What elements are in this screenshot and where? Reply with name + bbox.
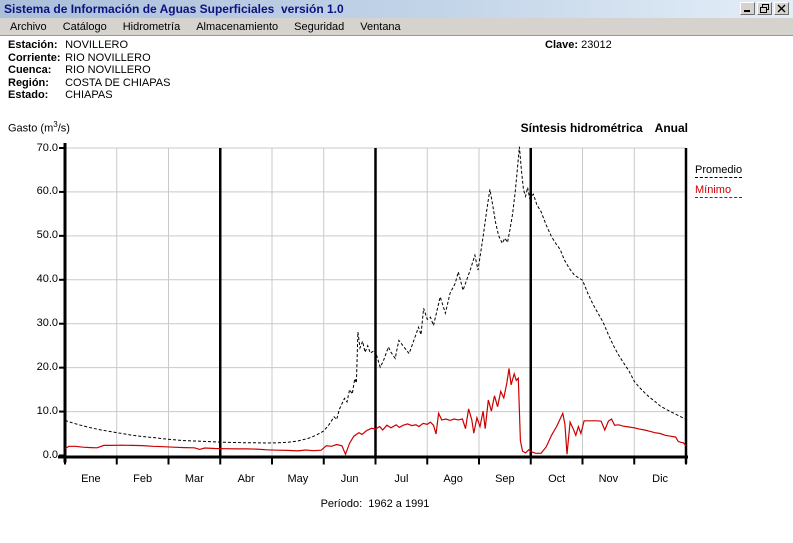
x-axis-month-label: May: [287, 473, 309, 485]
x-axis-month-label: Ago: [443, 473, 463, 485]
y-axis-tick-label: 20.0: [36, 361, 58, 374]
x-axis-month-label: Oct: [548, 473, 566, 485]
station-basin-value: RIO NOVILLERO: [65, 64, 151, 76]
menu-item-hidrometria[interactable]: Hidrometría: [122, 20, 181, 33]
title-bar[interactable]: Sistema de Información de Aguas Superfic…: [0, 0, 793, 18]
menu-item-archivo[interactable]: Archivo: [10, 20, 47, 33]
y-axis-tick-label: 50.0: [36, 229, 58, 242]
x-axis-month-label: Nov: [598, 473, 619, 485]
close-button[interactable]: [774, 2, 789, 15]
x-axis-month-label: Feb: [133, 473, 153, 485]
chart-subtitle: Síntesis hidrométrica: [520, 121, 643, 135]
y-axis-tick-label: 10.0: [36, 405, 58, 418]
chart-legend: Promedio Mínimo: [695, 164, 743, 204]
station-key-label: Clave:: [545, 39, 579, 51]
close-icon: [777, 4, 786, 13]
station-state-value: CHIAPAS: [65, 89, 113, 101]
chart-mode: Anual: [654, 121, 688, 135]
station-current-value: RIO NOVILLERO: [65, 51, 151, 64]
x-axis-month-label: Abr: [237, 473, 255, 485]
y-axis-title-sup: 3: [53, 120, 58, 129]
y-axis-tick-label: 70.0: [36, 141, 58, 154]
y-axis-title-text: Gasto (m: [8, 122, 54, 135]
y-axis-tick-label: 0.0: [42, 449, 58, 461]
station-state-row: Estado: CHIAPAS: [8, 89, 113, 102]
window-controls: [740, 2, 789, 15]
station-basin-row: Cuenca: RIO NOVILLERO: [8, 64, 151, 77]
window-title: Sistema de Información de Aguas Superfic…: [4, 2, 344, 16]
x-axis-month-label: Jul: [394, 473, 409, 485]
station-region-value: COSTA DE CHIAPAS: [65, 76, 171, 89]
y-axis-tick-label: 30.0: [36, 317, 58, 330]
station-name-value: NOVILLERO: [65, 39, 129, 51]
station-key: Clave: 23012: [545, 39, 612, 51]
menu-item-ventana[interactable]: Ventana: [360, 20, 401, 33]
chart-title: Síntesis hidrométrica Anual: [513, 121, 688, 135]
y-axis-title: Gasto (m3/s): [8, 120, 70, 135]
station-region-label: Región:: [8, 76, 49, 89]
x-axis-month-label: Dic: [652, 473, 669, 485]
series-promedio: [64, 146, 687, 444]
station-name-row: Estación: NOVILLERO: [8, 39, 128, 52]
minimize-button[interactable]: [740, 2, 755, 15]
menu-item-almacenamiento[interactable]: Almacenamiento: [196, 20, 279, 33]
station-name-label: Estación:: [8, 39, 58, 51]
menu-item-seguridad[interactable]: Seguridad: [294, 20, 345, 33]
station-current-label: Corriente:: [8, 51, 61, 64]
y-axis-title-suffix: /s): [57, 122, 70, 135]
x-axis-month-label: Ene: [81, 473, 101, 485]
legend-minimo: Mínimo: [695, 184, 743, 198]
legend-promedio: Promedio: [695, 164, 743, 178]
period-label: Período: 1962 a 1991: [320, 498, 430, 510]
station-state-label: Estado:: [8, 89, 49, 101]
x-axis-month-label: Jun: [340, 473, 359, 485]
restore-icon: [760, 4, 769, 13]
menu-bar: Archivo Catálogo Hidrometría Almacenamie…: [0, 18, 793, 36]
restore-button[interactable]: [757, 2, 772, 15]
station-basin-label: Cuenca:: [8, 64, 52, 76]
menu-item-catalogo[interactable]: Catálogo: [62, 20, 107, 33]
station-key-value: 23012: [581, 39, 612, 51]
y-axis-tick-label: 60.0: [36, 185, 58, 198]
station-current-row: Corriente: RIO NOVILLERO: [8, 52, 151, 65]
station-region-row: Región: COSTA DE CHIAPAS: [8, 77, 170, 90]
series-minimo: [64, 368, 687, 456]
x-axis-month-label: Mar: [184, 473, 204, 485]
y-axis-tick-label: 40.0: [36, 273, 58, 286]
minimize-icon: [743, 4, 752, 13]
x-axis-month-label: Sep: [495, 473, 515, 485]
